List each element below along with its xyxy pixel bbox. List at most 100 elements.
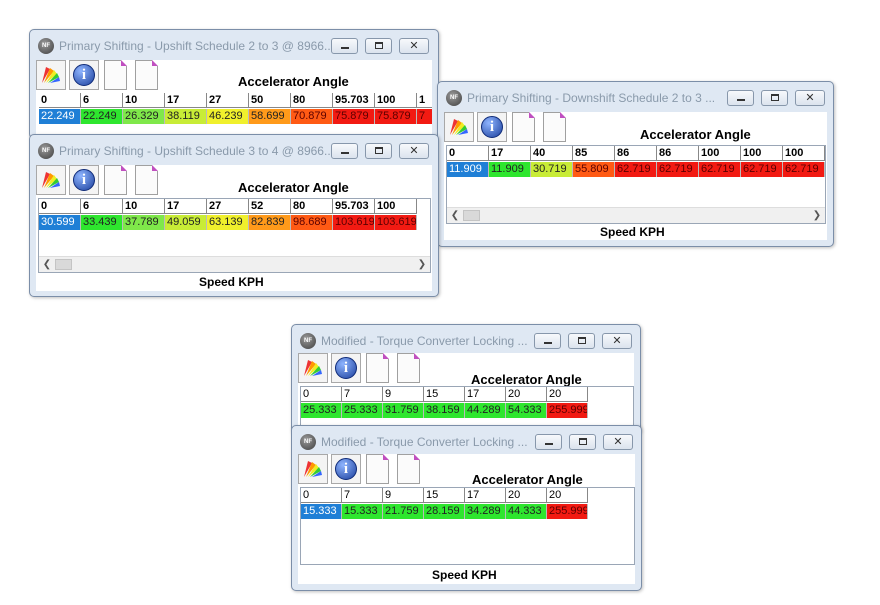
column-header-cell[interactable]: 0 bbox=[301, 488, 342, 503]
column-header-cell[interactable]: 20 bbox=[547, 488, 588, 503]
document-button-2[interactable] bbox=[135, 60, 158, 90]
column-header-cell[interactable]: 100 bbox=[375, 199, 417, 214]
column-header-cell[interactable]: 17 bbox=[489, 146, 531, 161]
minimize-button[interactable] bbox=[534, 333, 561, 349]
document-button-2[interactable] bbox=[397, 454, 420, 484]
window-titlebar[interactable]: NF Primary Shifting - Downshift Schedule… bbox=[438, 82, 833, 112]
column-header-cell[interactable]: 17 bbox=[465, 387, 506, 402]
column-header-cell[interactable]: 0 bbox=[301, 387, 342, 402]
column-header-cell[interactable]: 95.703 bbox=[333, 199, 375, 214]
document-button-2[interactable] bbox=[543, 112, 566, 142]
data-table[interactable]: 0 6 10 17 27 50 80 95.703 100 1 22.249 22.249 26.329… bbox=[39, 93, 432, 125]
downshift-2-3-window[interactable]: NF Primary Shifting - Downshift Schedule… bbox=[437, 81, 834, 247]
value-cell[interactable]: 33.439 bbox=[81, 215, 123, 230]
maximize-button[interactable] bbox=[568, 333, 595, 349]
value-cell[interactable]: 75.879 bbox=[375, 109, 417, 124]
scroll-left-icon[interactable]: ❮ bbox=[450, 210, 460, 221]
value-cell[interactable]: 7 bbox=[417, 109, 432, 124]
column-header-cell[interactable]: 27 bbox=[207, 199, 249, 214]
scroll-right-icon[interactable]: ❯ bbox=[417, 259, 427, 270]
window-titlebar[interactable]: NF Modified - Torque Converter Locking .… bbox=[292, 325, 640, 355]
upshift-2-3-window[interactable]: NF Primary Shifting - Upshift Schedule 2… bbox=[29, 29, 439, 140]
scroll-right-icon[interactable]: ❯ bbox=[812, 210, 822, 221]
value-cell[interactable]: 62.719 bbox=[783, 162, 825, 177]
value-cell[interactable]: 15.333 bbox=[342, 504, 383, 519]
value-cell[interactable]: 62.719 bbox=[699, 162, 741, 177]
column-header-cell[interactable]: 80 bbox=[291, 93, 333, 108]
scroll-thumb[interactable] bbox=[55, 259, 72, 270]
window-titlebar[interactable]: NF Primary Shifting - Upshift Schedule 2… bbox=[30, 30, 438, 60]
value-cell[interactable]: 49.059 bbox=[165, 215, 207, 230]
column-header-cell[interactable]: 20 bbox=[547, 387, 588, 402]
torque-converter-window-front[interactable]: NF Modified - Torque Converter Locking .… bbox=[291, 425, 642, 591]
value-cell[interactable]: 103.619 bbox=[333, 215, 375, 230]
column-header-cell[interactable]: 50 bbox=[249, 93, 291, 108]
data-table[interactable]: 0 7 9 15 17 20 20 15.333 15.333 21.759 28.159 34.28… bbox=[301, 488, 634, 520]
column-header-cell[interactable]: 40 bbox=[531, 146, 573, 161]
column-header-cell[interactable]: 0 bbox=[447, 146, 489, 161]
minimize-button[interactable] bbox=[331, 38, 358, 54]
column-header-cell[interactable]: 9 bbox=[383, 387, 424, 402]
column-header-cell[interactable]: 86 bbox=[657, 146, 699, 161]
close-button[interactable]: ✕ bbox=[399, 38, 429, 54]
value-cell[interactable]: 58.699 bbox=[249, 109, 291, 124]
column-header-cell[interactable]: 17 bbox=[165, 199, 207, 214]
maximize-button[interactable] bbox=[761, 90, 788, 106]
value-cell[interactable]: 37.789 bbox=[123, 215, 165, 230]
document-button[interactable] bbox=[366, 454, 389, 484]
value-cell[interactable]: 63.139 bbox=[207, 215, 249, 230]
data-table[interactable]: 0 17 40 85 86 86 100 100 100 11.909 11.909 30.719 55… bbox=[447, 146, 825, 178]
color-palette-button[interactable] bbox=[298, 353, 328, 383]
document-button[interactable] bbox=[104, 165, 127, 195]
column-header-cell[interactable]: 9 bbox=[383, 488, 424, 503]
value-cell[interactable]: 22.249 bbox=[39, 109, 81, 124]
torque-converter-window-back[interactable]: NF Modified - Torque Converter Locking .… bbox=[291, 324, 641, 435]
window-titlebar[interactable]: NF Primary Shifting - Upshift Schedule 3… bbox=[30, 135, 438, 165]
info-button[interactable]: i bbox=[331, 454, 361, 484]
column-header-cell[interactable]: 7 bbox=[342, 488, 383, 503]
value-cell[interactable]: 255.999 bbox=[547, 403, 588, 418]
column-header-cell[interactable]: 20 bbox=[506, 488, 547, 503]
column-header-cell[interactable]: 52 bbox=[249, 199, 291, 214]
column-header-cell[interactable]: 0 bbox=[39, 199, 81, 214]
info-button[interactable]: i bbox=[477, 112, 507, 142]
color-palette-button[interactable] bbox=[298, 454, 328, 484]
close-button[interactable]: ✕ bbox=[603, 434, 633, 450]
maximize-button[interactable] bbox=[365, 143, 392, 159]
column-header-cell[interactable]: 15 bbox=[424, 488, 465, 503]
value-cell[interactable]: 44.333 bbox=[506, 504, 547, 519]
document-button[interactable] bbox=[366, 353, 389, 383]
horizontal-scrollbar[interactable]: ❮ ❯ bbox=[447, 207, 825, 223]
value-cell[interactable]: 31.759 bbox=[383, 403, 424, 418]
value-cell[interactable]: 255.999 bbox=[547, 504, 588, 519]
color-palette-button[interactable] bbox=[36, 165, 66, 195]
column-header-cell[interactable]: 10 bbox=[123, 93, 165, 108]
column-header-cell[interactable]: 17 bbox=[165, 93, 207, 108]
info-button[interactable]: i bbox=[69, 60, 99, 90]
document-button-2[interactable] bbox=[135, 165, 158, 195]
data-table[interactable]: 0 6 10 17 27 52 80 95.703 100 30.599 33.439 37.789 4… bbox=[39, 199, 430, 231]
value-cell[interactable]: 70.879 bbox=[291, 109, 333, 124]
minimize-button[interactable] bbox=[535, 434, 562, 450]
column-header-cell[interactable]: 20 bbox=[506, 387, 547, 402]
value-cell[interactable]: 38.119 bbox=[165, 109, 207, 124]
document-button[interactable] bbox=[104, 60, 127, 90]
maximize-button[interactable] bbox=[365, 38, 392, 54]
value-cell[interactable]: 11.909 bbox=[447, 162, 489, 177]
horizontal-scrollbar[interactable]: ❮ ❯ bbox=[39, 256, 430, 272]
value-cell[interactable]: 62.719 bbox=[741, 162, 783, 177]
column-header-cell[interactable]: 100 bbox=[699, 146, 741, 161]
value-cell[interactable]: 55.809 bbox=[573, 162, 615, 177]
column-header-cell[interactable]: 17 bbox=[465, 488, 506, 503]
column-header-cell[interactable]: 86 bbox=[615, 146, 657, 161]
window-titlebar[interactable]: NF Modified - Torque Converter Locking .… bbox=[292, 426, 641, 456]
value-cell[interactable]: 38.159 bbox=[424, 403, 465, 418]
value-cell[interactable]: 22.249 bbox=[81, 109, 123, 124]
column-header-cell[interactable]: 27 bbox=[207, 93, 249, 108]
value-cell[interactable]: 62.719 bbox=[615, 162, 657, 177]
minimize-button[interactable] bbox=[331, 143, 358, 159]
column-header-cell[interactable]: 15 bbox=[424, 387, 465, 402]
column-header-cell[interactable]: 85 bbox=[573, 146, 615, 161]
close-button[interactable]: ✕ bbox=[795, 90, 825, 106]
column-header-cell[interactable]: 6 bbox=[81, 199, 123, 214]
